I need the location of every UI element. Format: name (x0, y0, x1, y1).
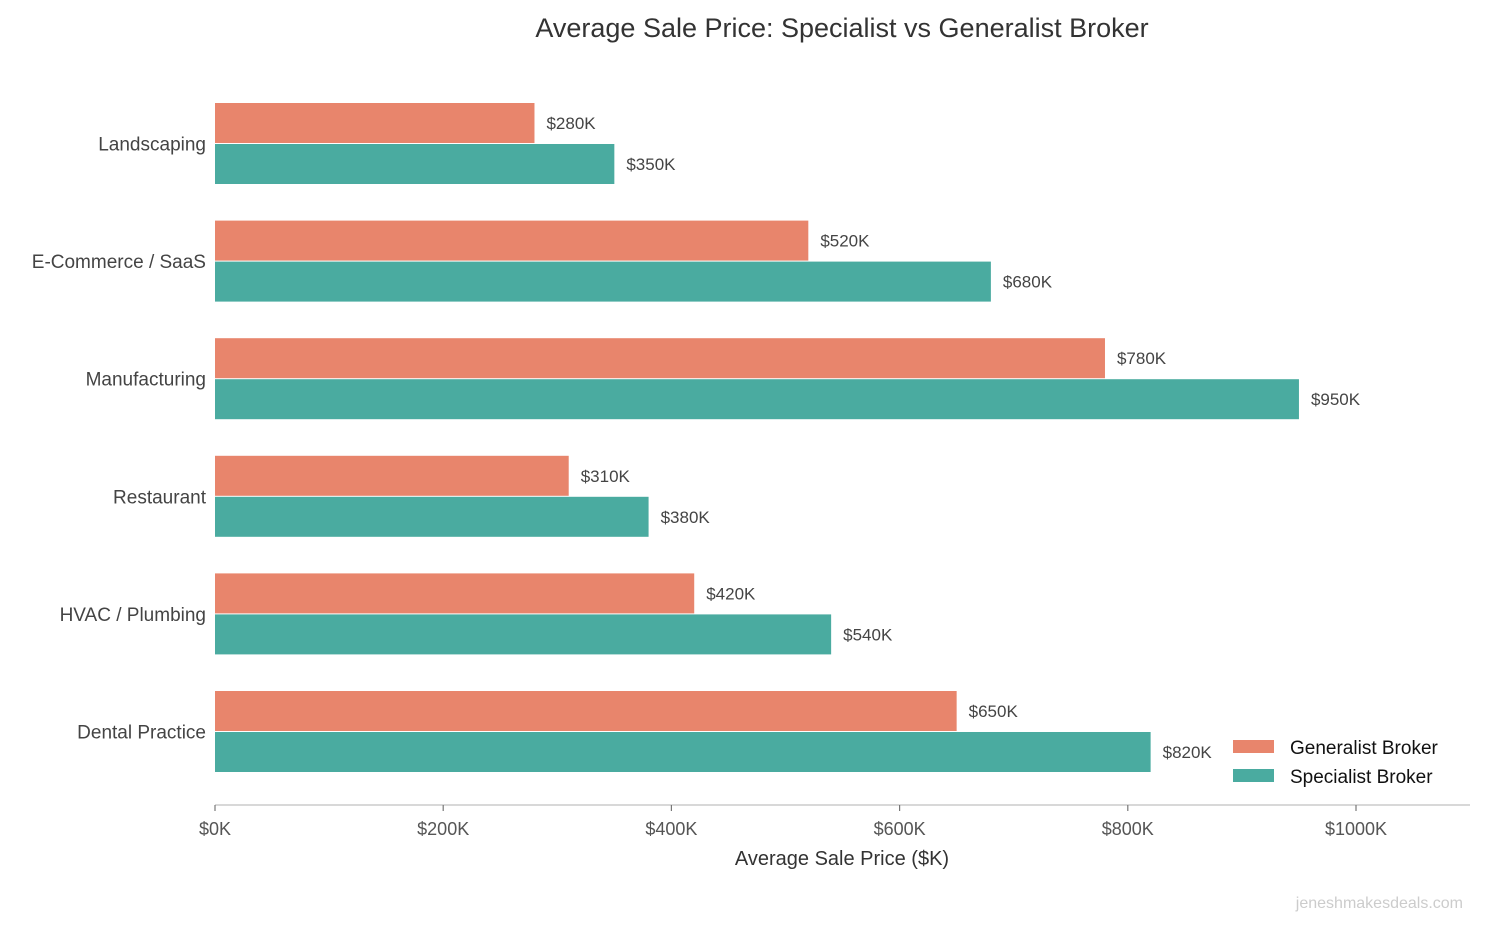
data-label: $680K (1003, 273, 1053, 292)
category-label: E-Commerce / SaaS (32, 252, 206, 273)
bar-generalist (215, 338, 1105, 379)
bar-generalist (215, 103, 535, 143)
bar-specialist (215, 379, 1299, 420)
bar-generalist (215, 455, 569, 496)
legend-swatch (1233, 769, 1274, 782)
x-tick-label: $1000K (1325, 819, 1387, 839)
data-label: $420K (706, 584, 756, 603)
data-label: $280K (546, 114, 596, 133)
bar-specialist (215, 261, 991, 302)
watermark: jeneshmakesdeals.com (1295, 895, 1463, 912)
x-axis-label: Average Sale Price ($K) (735, 848, 949, 870)
bar-specialist (215, 144, 615, 184)
bar-specialist (215, 614, 832, 655)
x-tick-label: $400K (645, 819, 697, 839)
x-tick-label: $200K (417, 819, 469, 839)
x-tick-label: $0K (199, 819, 231, 839)
category-label: Landscaping (98, 135, 206, 156)
data-label: $350K (626, 155, 676, 174)
data-label: $310K (581, 467, 631, 486)
x-tick-label: $800K (1102, 819, 1154, 839)
data-label: $540K (843, 625, 893, 644)
data-label: $950K (1311, 390, 1361, 409)
legend-label: Specialist Broker (1290, 767, 1433, 788)
bar-specialist (215, 496, 649, 537)
legend-label: Generalist Broker (1290, 738, 1439, 759)
category-label: Restaurant (113, 487, 207, 508)
category-label: Dental Practice (77, 723, 206, 744)
x-tick-label: $600K (874, 819, 926, 839)
data-label: $820K (1163, 743, 1213, 762)
data-label: $380K (661, 508, 711, 527)
category-label: HVAC / Plumbing (60, 605, 206, 626)
bar-generalist (215, 691, 957, 731)
bar-generalist (215, 573, 695, 614)
data-label: $650K (969, 702, 1019, 721)
legend: Generalist Broker Specialist Broker (1233, 738, 1439, 788)
chart-title: Average Sale Price: Specialist vs Genera… (535, 13, 1148, 43)
legend-swatch (1233, 740, 1274, 753)
data-label: $780K (1117, 349, 1167, 368)
bar-specialist (215, 732, 1151, 772)
bar-generalist (215, 220, 809, 261)
category-label: Manufacturing (86, 370, 206, 391)
data-label: $520K (820, 232, 870, 251)
